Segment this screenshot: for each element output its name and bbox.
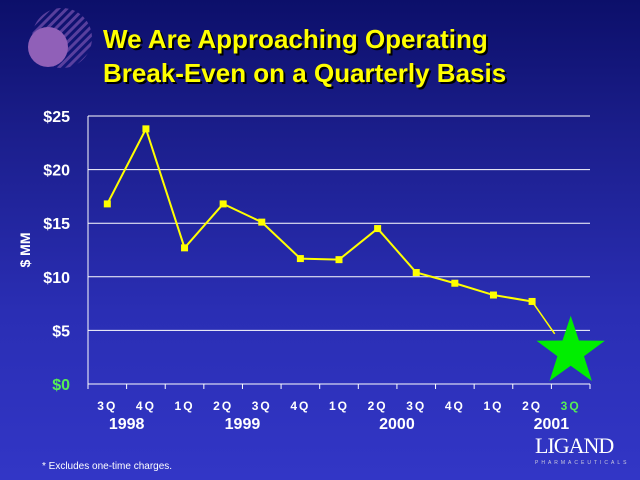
series-line xyxy=(106,126,533,303)
data-point xyxy=(489,291,497,299)
x-tick-label: 1Q xyxy=(483,399,503,413)
x-tick-label: 4Q xyxy=(290,399,310,413)
year-label: 2001 xyxy=(534,416,570,433)
data-point xyxy=(219,200,227,208)
x-tick-label: 4Q xyxy=(136,399,156,413)
ligand-logo: LIGAND xyxy=(535,433,614,458)
data-point xyxy=(142,125,150,133)
y-tick-label: $5 xyxy=(52,323,70,340)
ligand-logo-sub: PHARMACEUTICALS xyxy=(535,460,630,466)
data-point xyxy=(528,297,536,305)
y-tick-label: $0 xyxy=(52,377,70,394)
x-tick-label: 2Q xyxy=(368,399,388,413)
data-point xyxy=(258,218,266,226)
footnote: * Excludes one-time charges. xyxy=(42,461,173,472)
y-tick-label: $25 xyxy=(43,109,70,126)
y-axis-label: $ MM xyxy=(17,233,33,268)
x-tick-label: 2Q xyxy=(522,399,542,413)
data-point xyxy=(374,225,382,233)
projection-line xyxy=(531,301,556,335)
y-tick-label: $15 xyxy=(43,216,70,233)
x-tick-label: 1Q xyxy=(329,399,349,413)
x-tick-label: 1Q xyxy=(175,399,195,413)
y-tick-label: $20 xyxy=(43,163,70,180)
x-tick-label: 2Q xyxy=(213,399,233,413)
data-point xyxy=(412,269,420,277)
title-line-2: Break-Even on a Quarterly Basis xyxy=(103,58,507,88)
year-label: 1999 xyxy=(225,416,261,433)
data-point xyxy=(181,244,189,252)
star-icon xyxy=(536,315,605,381)
data-point xyxy=(451,279,459,287)
data-point xyxy=(335,256,343,264)
page-title: We Are Approaching Operating Break-Even … xyxy=(103,22,506,90)
year-label: 2000 xyxy=(379,416,415,433)
data-point xyxy=(296,255,304,263)
title-line-1: We Are Approaching Operating xyxy=(103,24,488,54)
x-tick-label: 3Q xyxy=(97,399,117,413)
y-tick-label: $10 xyxy=(43,270,70,287)
x-tick-label: 3Q xyxy=(406,399,426,413)
decorative-circle-logo xyxy=(28,8,92,68)
x-tick-label: 3Q xyxy=(561,399,581,413)
year-label: 1998 xyxy=(109,416,145,433)
x-tick-label: 4Q xyxy=(445,399,465,413)
data-point xyxy=(103,200,111,208)
x-tick-label: 3Q xyxy=(252,399,272,413)
